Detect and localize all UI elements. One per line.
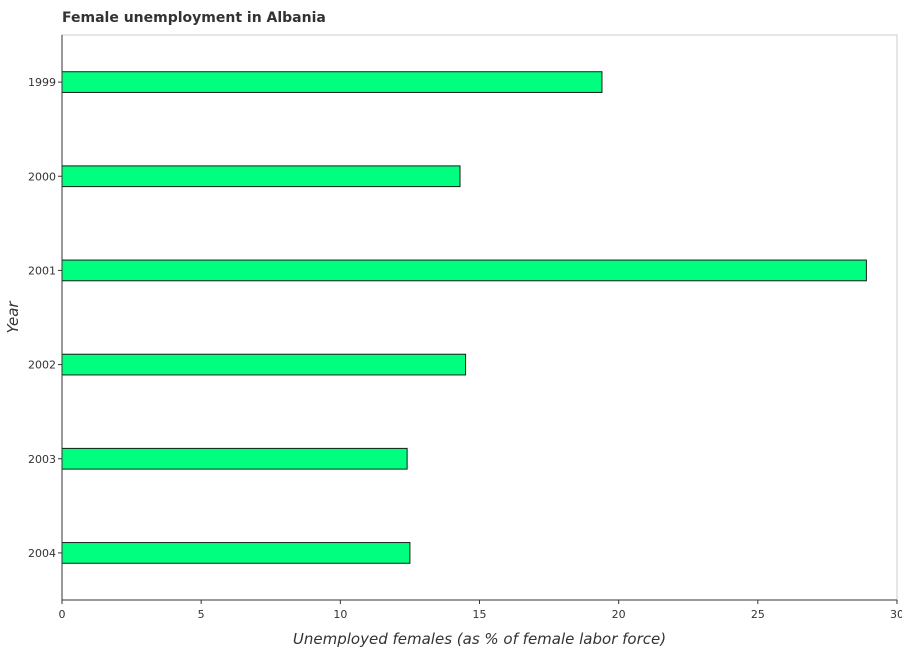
x-tick-label-0: 0: [59, 608, 66, 621]
y-tick-label-2004: 2004: [28, 547, 56, 560]
bar-2004: [61, 542, 411, 564]
x-axis-label: Unemployed females (as % of female labor…: [293, 630, 666, 648]
bar-2003: [61, 447, 408, 470]
y-tick-label-2003: 2003: [28, 453, 56, 466]
x-axis: 0 5 10 15 20 25 30: [59, 599, 902, 621]
x-tick-label-20: 20: [612, 608, 626, 621]
x-tick-label-15: 15: [473, 608, 487, 621]
bar-2002: [61, 353, 467, 376]
x-tick-label-10: 10: [333, 608, 347, 621]
chart-title: Female unemployment in Albania: [62, 10, 326, 26]
bar-2000: [61, 165, 461, 188]
x-tick-label-25: 25: [751, 608, 765, 621]
bar-2001: [61, 259, 867, 282]
x-tick-label-30: 30: [890, 608, 902, 621]
y-axis-label: Year: [4, 301, 22, 334]
y-tick-label-2000: 2000: [28, 170, 56, 183]
y-tick-label-1999: 1999: [28, 76, 56, 89]
plot-area: [61, 34, 898, 601]
y-tick-label-2001: 2001: [28, 264, 56, 277]
x-tick-label-5: 5: [198, 608, 205, 621]
y-axis: 1999 2000 2001 2002 2003 2004: [28, 35, 63, 600]
y-tick-label-2002: 2002: [28, 359, 56, 372]
bar-1999: [61, 71, 603, 93]
